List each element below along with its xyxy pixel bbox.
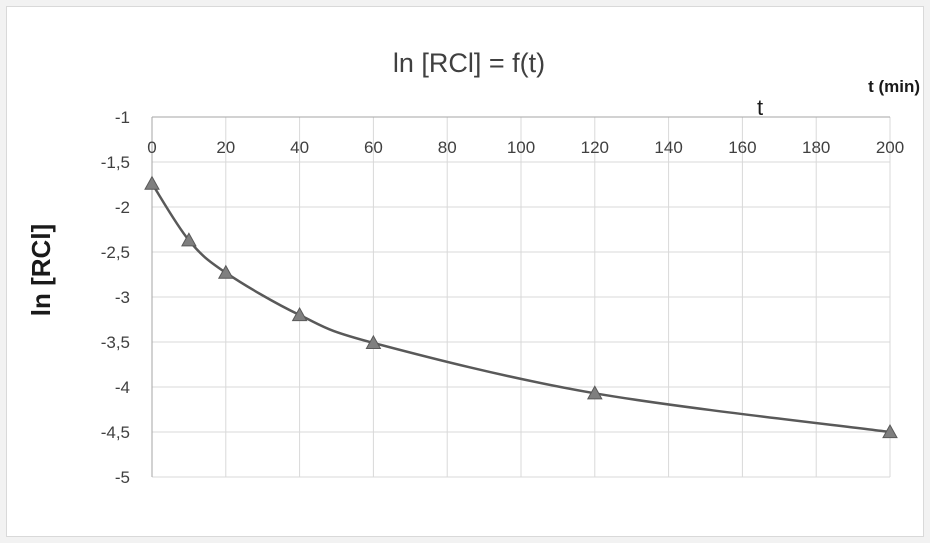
x-tick-label: 120 xyxy=(581,138,609,157)
data-point xyxy=(181,232,197,247)
y-tick-label: -1,5 xyxy=(101,153,130,172)
x-tick-label: 60 xyxy=(364,138,383,157)
y-tick-label: -3 xyxy=(115,288,130,307)
x-tick-label: 40 xyxy=(290,138,309,157)
y-tick-label: -1 xyxy=(115,108,130,127)
x-tick-label: 180 xyxy=(802,138,830,157)
x-tick-label: 0 xyxy=(147,138,156,157)
data-point xyxy=(217,264,234,279)
data-point xyxy=(144,175,160,190)
y-tick-label: -2,5 xyxy=(101,243,130,262)
chart-title: ln [RCl] = f(t) xyxy=(393,48,545,78)
x-tick-label: 140 xyxy=(654,138,682,157)
chart-area xyxy=(6,6,924,537)
y-axis-title: ln [RCl] xyxy=(26,224,56,316)
series xyxy=(144,175,898,439)
x-axis-title: t (min) xyxy=(868,77,920,96)
y-tick-label: -2 xyxy=(115,198,130,217)
data-point xyxy=(882,423,898,439)
y-tick-label: -4,5 xyxy=(101,423,130,442)
x-tick-label: 20 xyxy=(216,138,235,157)
data-point xyxy=(586,385,603,400)
data-point xyxy=(365,334,382,349)
y-tick-label: -5 xyxy=(115,468,130,487)
x-tick-label: 80 xyxy=(438,138,457,157)
x-tick-label: 100 xyxy=(507,138,535,157)
x-tick-label: 160 xyxy=(728,138,756,157)
y-tick-label: -4 xyxy=(115,378,130,397)
tick-labels: -1 -1,5 -2 -2,5 -3 -3,5 -4 -4,5 -5 0 20 40 60 80 100 12… xyxy=(101,108,904,487)
y-tick-label: -3,5 xyxy=(101,333,130,352)
data-point xyxy=(291,306,308,322)
annotation-label: t xyxy=(757,95,763,120)
x-tick-label: 200 xyxy=(876,138,904,157)
series-line xyxy=(150,182,891,434)
